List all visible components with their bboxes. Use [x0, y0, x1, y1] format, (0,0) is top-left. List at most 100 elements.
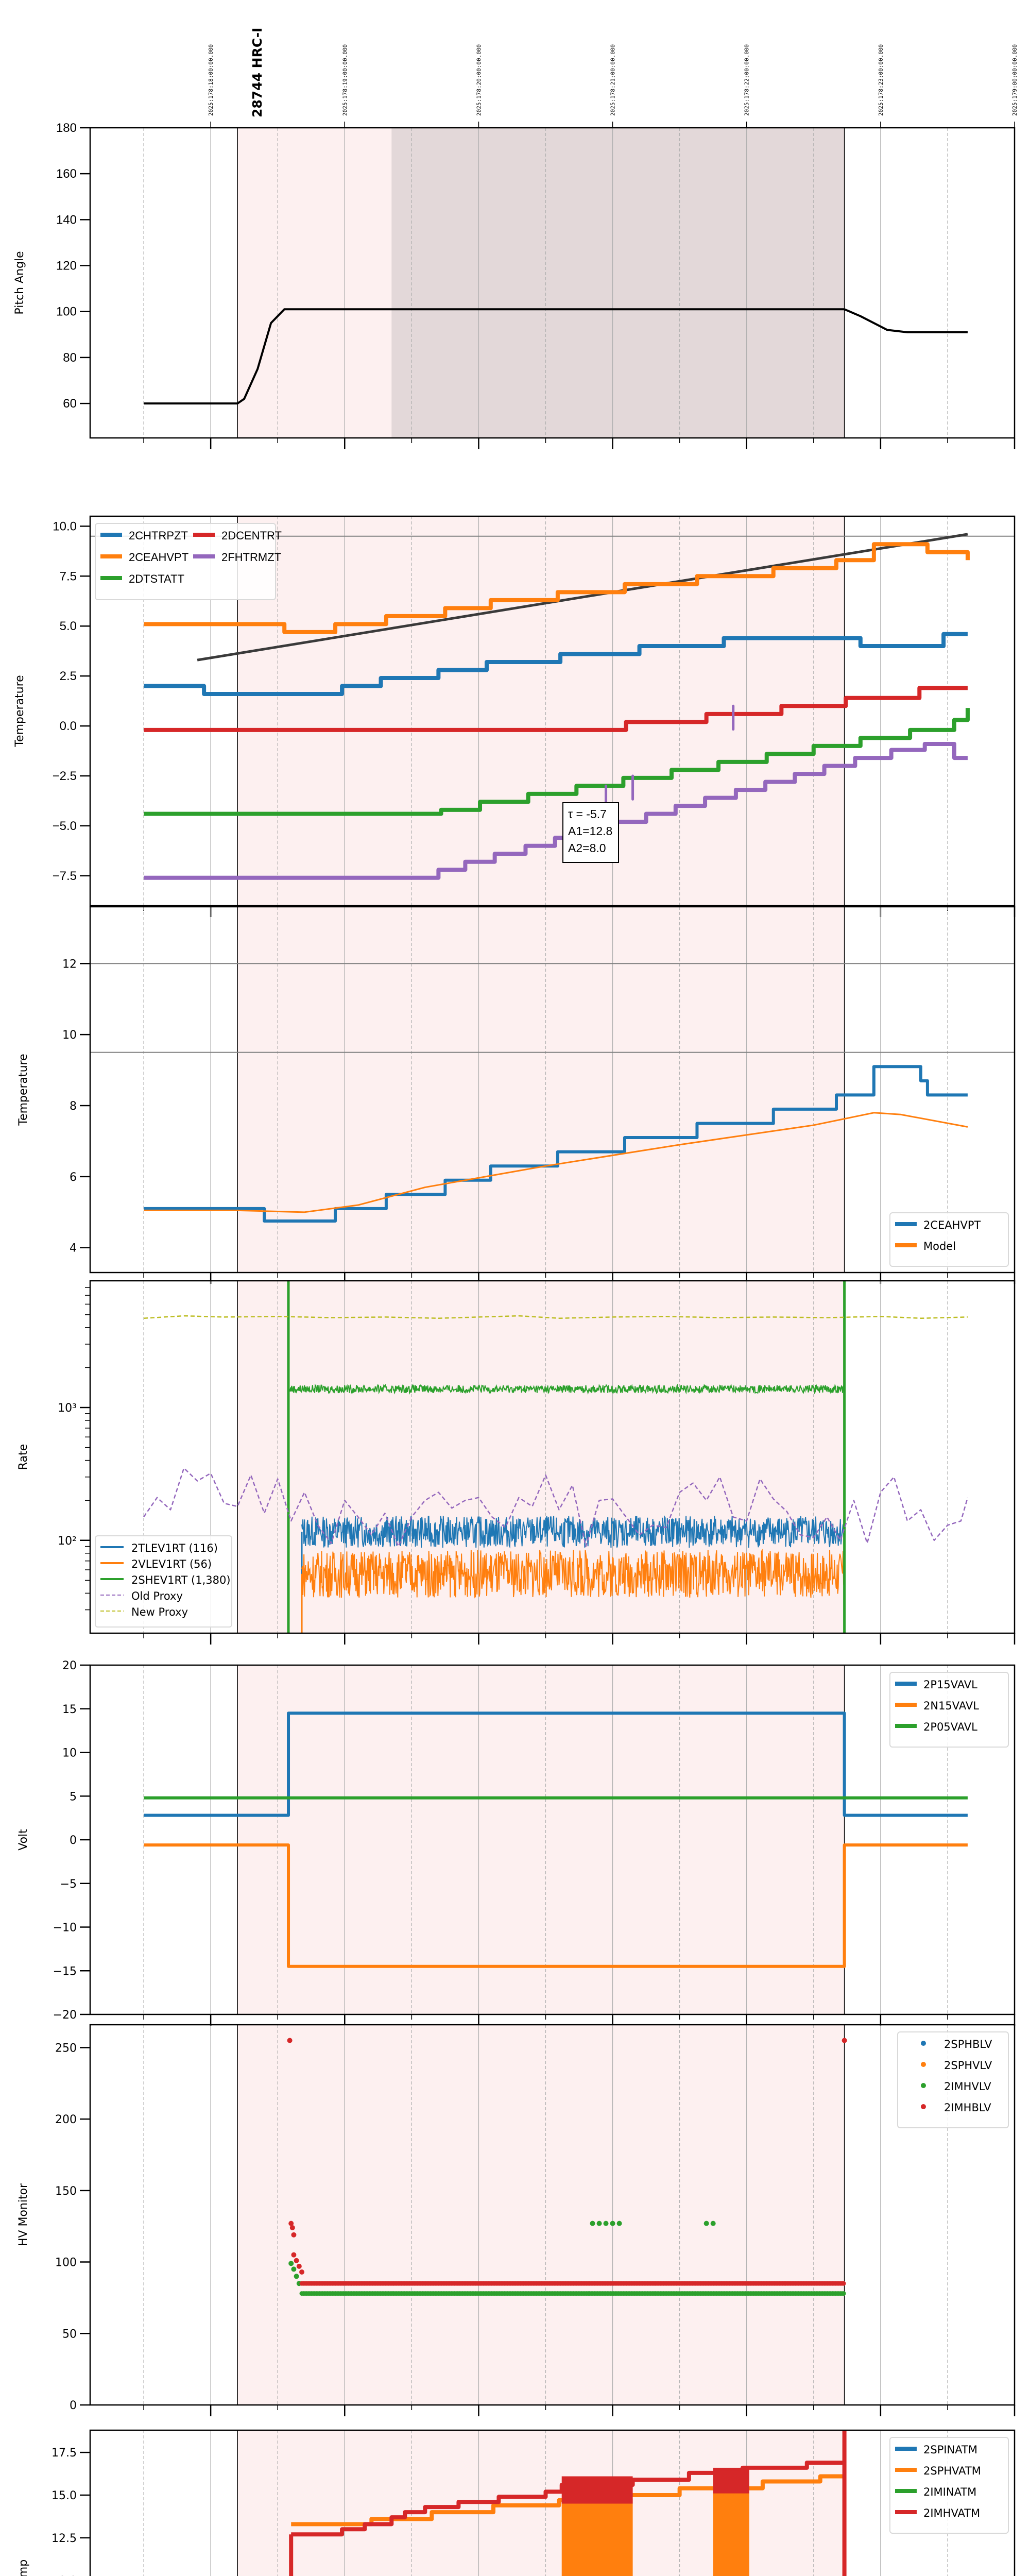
legend-item: 2IMHVLV: [921, 2080, 991, 2093]
legend-label: 2IMINATM: [923, 2486, 976, 2498]
series-pitch: [144, 308, 968, 405]
panel-temp2: 4 6 8 10 12 Temperature 2CEAHVPT Model: [17, 906, 1016, 1284]
plot-area: [90, 907, 1015, 1273]
legend-item: 2DTSTATT: [100, 572, 184, 585]
legend-item: 2N15VAVL: [895, 1700, 979, 1712]
observation-shade: [237, 907, 845, 1273]
series-old-proxy: [143, 1467, 969, 1547]
data-point: [291, 2232, 297, 2238]
axes-frame: [89, 2024, 1016, 2406]
y-tick-label: −5: [60, 1878, 77, 1891]
legend-item: 2CEAHVPT: [895, 1219, 981, 1231]
legend-label: 2SPINATM: [923, 2444, 977, 2456]
legend-label: 2IMHVLV: [944, 2080, 991, 2093]
legend-label: 2CHTRPZT: [129, 529, 188, 542]
legend-item: Model: [895, 1240, 956, 1252]
top-time-label-text: 2025:178:23:00:00.000: [878, 44, 884, 116]
legend-item: New Proxy: [100, 1606, 188, 1618]
plot-area: [90, 516, 1015, 906]
y-tick-label: 10²: [58, 1535, 77, 1548]
legend-label: 2FHTRMZT: [221, 551, 281, 564]
axes-frame: [89, 127, 1016, 439]
legend-item: 2CHTRPZT: [100, 529, 188, 542]
legend: 2SPHBLV 2SPHVLV 2IMHVLV 2IMHBLV: [897, 2031, 1009, 2128]
annotation-text: A1=12.8: [568, 824, 612, 838]
axes-frame: [89, 906, 1016, 1274]
legend-box: [897, 2031, 1009, 2128]
series-2chtrpzt: [144, 632, 968, 697]
data-line: [291, 2460, 845, 2537]
data-line: [144, 741, 968, 880]
y-tick-label: 50: [62, 2328, 77, 2341]
y-tick-label: 4: [70, 1242, 77, 1255]
legend: 2TLEV1RT (116) 2VLEV1RT (56) 2SHEV1RT (1,3…: [95, 1535, 232, 1628]
legend-label: 2SPHVLV: [944, 2059, 992, 2072]
series-new-proxy: [143, 1315, 968, 1319]
legend-marker: [921, 2083, 926, 2088]
legend-box: [95, 523, 276, 600]
y-axis-label: Rate: [17, 1444, 30, 1470]
top-time-label: 2025:178:20:00:00.000: [475, 44, 482, 128]
plot-area: [143, 128, 1015, 438]
data-line: [144, 1843, 968, 1968]
y-tick-label: 7.5: [60, 569, 77, 583]
series-2dtstatt: [144, 708, 970, 816]
observation-shade: [237, 516, 845, 906]
legend-label: Model: [923, 1240, 956, 1252]
data-point: [710, 2221, 716, 2226]
y-tick-label: 250: [55, 2042, 77, 2055]
y-axis-label: Detector Temp: [17, 2560, 30, 2576]
series-2fhtrmzt: [144, 704, 968, 880]
top-time-label: 2025:178:19:00:00.000: [341, 44, 348, 128]
top-time-label-text: 2025:178:19:00:00.000: [341, 44, 348, 116]
y-tick-label: −15: [53, 1965, 77, 1978]
legend-item: 2SPHVLV: [921, 2059, 992, 2072]
y-tick-label: 0.0: [60, 719, 77, 733]
y-tick-label: 17.5: [52, 2447, 77, 2460]
data-line: [301, 1548, 845, 1599]
y-tick-label: −5.0: [53, 819, 77, 833]
y-tick-label: −7.5: [53, 869, 77, 883]
y-tick-label: 15.0: [52, 2489, 77, 2502]
dark-shade: [391, 128, 845, 438]
data-line: [144, 632, 968, 697]
legend-label: 2CEAHVPT: [923, 1219, 981, 1231]
y-tick-label: −10: [53, 1922, 77, 1935]
panel-rate: 10² 10³ Rate 2TLEV1RT (116) 2VLEV1RT (56) 2SH…: [17, 1280, 1016, 1645]
y-tick-label: 6: [70, 1171, 77, 1184]
panel-pitch: 60 80 100 120 140 160 180 Pitch Angle: [13, 121, 1016, 449]
top-time-label: 2025:178:18:00:00.000: [208, 44, 214, 128]
top-time-label-text: 2025:178:18:00:00.000: [208, 44, 214, 116]
legend-label: 2N15VAVL: [923, 1700, 979, 1712]
y-tick-label: 10³: [58, 1402, 77, 1415]
y-axis-label: Temperature: [13, 675, 26, 747]
y-tick-label: 15: [62, 1703, 77, 1716]
legend-item: 2SHEV1RT (1,380): [100, 1574, 231, 1586]
y-tick-label: 140: [56, 213, 77, 227]
data-point: [603, 2221, 609, 2226]
data-burst: [713, 2488, 749, 2576]
trend-line: [197, 533, 968, 662]
data-line: [144, 542, 970, 634]
observation-label: 28744 HRC-I: [250, 28, 265, 117]
series-2dcentrt: [144, 686, 968, 732]
legend-label: 2CEAHVPT: [129, 551, 188, 564]
legend-label: 2TLEV1RT (116): [131, 1542, 218, 1554]
y-tick-label: −20: [53, 2009, 77, 2022]
top-time-label-text: 2025:178:20:00:00.000: [475, 44, 482, 116]
legend-marker: [921, 2041, 926, 2046]
y-tick-label: 12.5: [52, 2532, 77, 2545]
legend-label: 2IMHVATM: [923, 2507, 980, 2519]
legend-item: 2DCENTRT: [193, 529, 282, 542]
legend-box: [889, 1672, 1009, 1748]
data-point: [294, 2274, 299, 2279]
data-point: [287, 2038, 293, 2043]
observation-shade: [237, 2430, 845, 2576]
y-tick-label: 0: [70, 2399, 77, 2412]
legend-item: 2SPINATM: [895, 2444, 977, 2456]
y-tick-label: 5.0: [60, 619, 77, 633]
y-tick-label: 150: [55, 2185, 77, 2198]
legend-label: 2SHEV1RT (1,380): [131, 1574, 231, 1586]
axes-frame: [89, 515, 1016, 907]
